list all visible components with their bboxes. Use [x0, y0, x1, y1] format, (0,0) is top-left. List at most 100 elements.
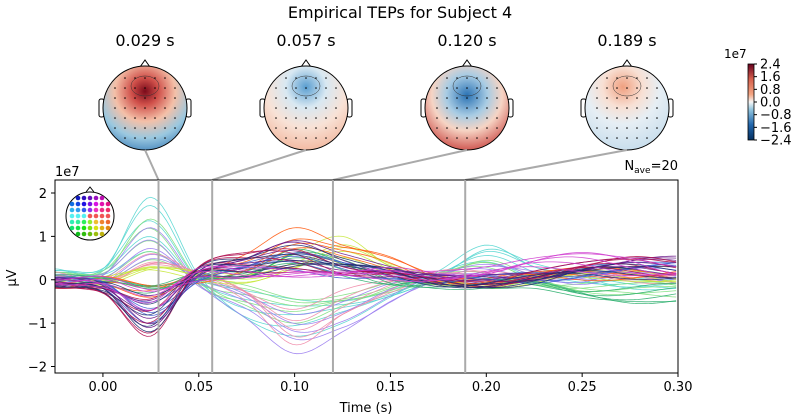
sensor-dot: [174, 127, 176, 129]
sensor-dot: [99, 225, 105, 231]
colorbar-tick-label: −0.8: [760, 108, 792, 123]
sensor-dot: [99, 219, 105, 225]
sensor-dot: [164, 97, 166, 99]
contour: [452, 75, 482, 97]
colorbar: 1e7 2.41.60.80.0−0.8−1.6−2.4: [724, 47, 792, 149]
sensor-dot: [99, 231, 105, 237]
sensor-dot: [93, 213, 99, 219]
sensor-dot: [275, 127, 277, 129]
sensor-dot: [144, 117, 146, 119]
sensor-dot: [486, 117, 488, 119]
sensor-dot: [616, 107, 618, 109]
sensor-dot: [154, 107, 156, 109]
sensor-dot: [626, 97, 628, 99]
sensor-dot: [325, 127, 327, 129]
sensor-dot: [295, 87, 297, 89]
sensor-dot: [636, 87, 638, 89]
sensor-dot: [646, 107, 648, 109]
sensor-dot: [275, 117, 277, 119]
sensor-dot: [466, 117, 468, 119]
sensor-dot: [75, 225, 81, 231]
sensor-dot: [656, 87, 658, 89]
sensor-dot: [315, 117, 317, 119]
sensor-dot: [456, 77, 458, 79]
sensor-dot: [476, 87, 478, 89]
sensor-dot: [646, 127, 648, 129]
sensor-dot: [456, 87, 458, 89]
topomap-time-label: 0.120 s: [437, 31, 496, 50]
sensor-dot: [275, 107, 277, 109]
sensor-dot: [124, 137, 126, 139]
colorbar-tick-label: 0.8: [760, 83, 781, 98]
sensor-dot: [144, 77, 146, 79]
sensor-dot: [496, 117, 498, 119]
sensor-dot: [124, 127, 126, 129]
sensor-dot: [114, 107, 116, 109]
x-tick-label: 0.25: [568, 380, 597, 395]
sensor-dot: [476, 137, 478, 139]
sensor-dot: [285, 137, 287, 139]
sensor-dot: [626, 137, 628, 139]
sensor-dot: [124, 97, 126, 99]
sensor-dot: [134, 137, 136, 139]
time-connector: [332, 149, 468, 181]
sensor-dot: [656, 107, 658, 109]
contour: [291, 75, 321, 97]
sensor-dot: [486, 127, 488, 129]
colorbar-tick-label: 0.0: [760, 96, 781, 111]
sensor-dot: [285, 117, 287, 119]
sensor-dot: [335, 107, 337, 109]
sensor-dot: [87, 195, 93, 201]
sensor-dot: [87, 219, 93, 225]
sensor-dot: [616, 77, 618, 79]
x-tick-label: 0.20: [472, 380, 501, 395]
time-connector: [144, 149, 160, 181]
sensor-dot: [105, 201, 111, 207]
sensor-dot: [174, 87, 176, 89]
sensor-dot: [626, 107, 628, 109]
sensor-dot: [646, 137, 648, 139]
sensor-dot: [616, 87, 618, 89]
sensor-dot: [124, 87, 126, 89]
sensor-dot: [616, 97, 618, 99]
sensor-dot: [446, 117, 448, 119]
sensor-dot: [315, 137, 317, 139]
sensor-dot: [174, 107, 176, 109]
sensor-dot: [606, 117, 608, 119]
sensor-dot: [69, 207, 75, 213]
sensor-dot: [134, 127, 136, 129]
sensor-dot: [476, 97, 478, 99]
sensor-dot: [105, 219, 111, 225]
sensor-dot: [75, 213, 81, 219]
sensor-dot: [134, 97, 136, 99]
sensor-dot: [486, 137, 488, 139]
colorbar-scale-label: 1e7: [724, 47, 747, 61]
sensor-dot: [144, 97, 146, 99]
sensor-dot: [436, 117, 438, 119]
sensor-dot: [636, 77, 638, 79]
sensor-dot: [606, 127, 608, 129]
sensor-dot: [466, 77, 468, 79]
sensor-dot: [325, 107, 327, 109]
sensor-dot: [325, 117, 327, 119]
sensor-dot: [446, 107, 448, 109]
sensor-dot: [446, 77, 448, 79]
sensor-dot: [305, 77, 307, 79]
sensor-dot: [305, 127, 307, 129]
sensor-dot: [81, 201, 87, 207]
sensor-dot: [99, 195, 105, 201]
sensor-dot: [335, 97, 337, 99]
sensor-dot: [295, 97, 297, 99]
sensor-dot: [626, 127, 628, 129]
sensor-dot: [99, 201, 105, 207]
sensor-dot: [436, 87, 438, 89]
sensor-dot: [656, 127, 658, 129]
sensor-dot: [87, 225, 93, 231]
sensor-dot: [134, 87, 136, 89]
topomap-0: 0.029 s: [98, 31, 192, 151]
sensor-dot: [325, 77, 327, 79]
sensor-dot: [174, 117, 176, 119]
sensor-dot: [285, 77, 287, 79]
sensor-dot: [164, 127, 166, 129]
